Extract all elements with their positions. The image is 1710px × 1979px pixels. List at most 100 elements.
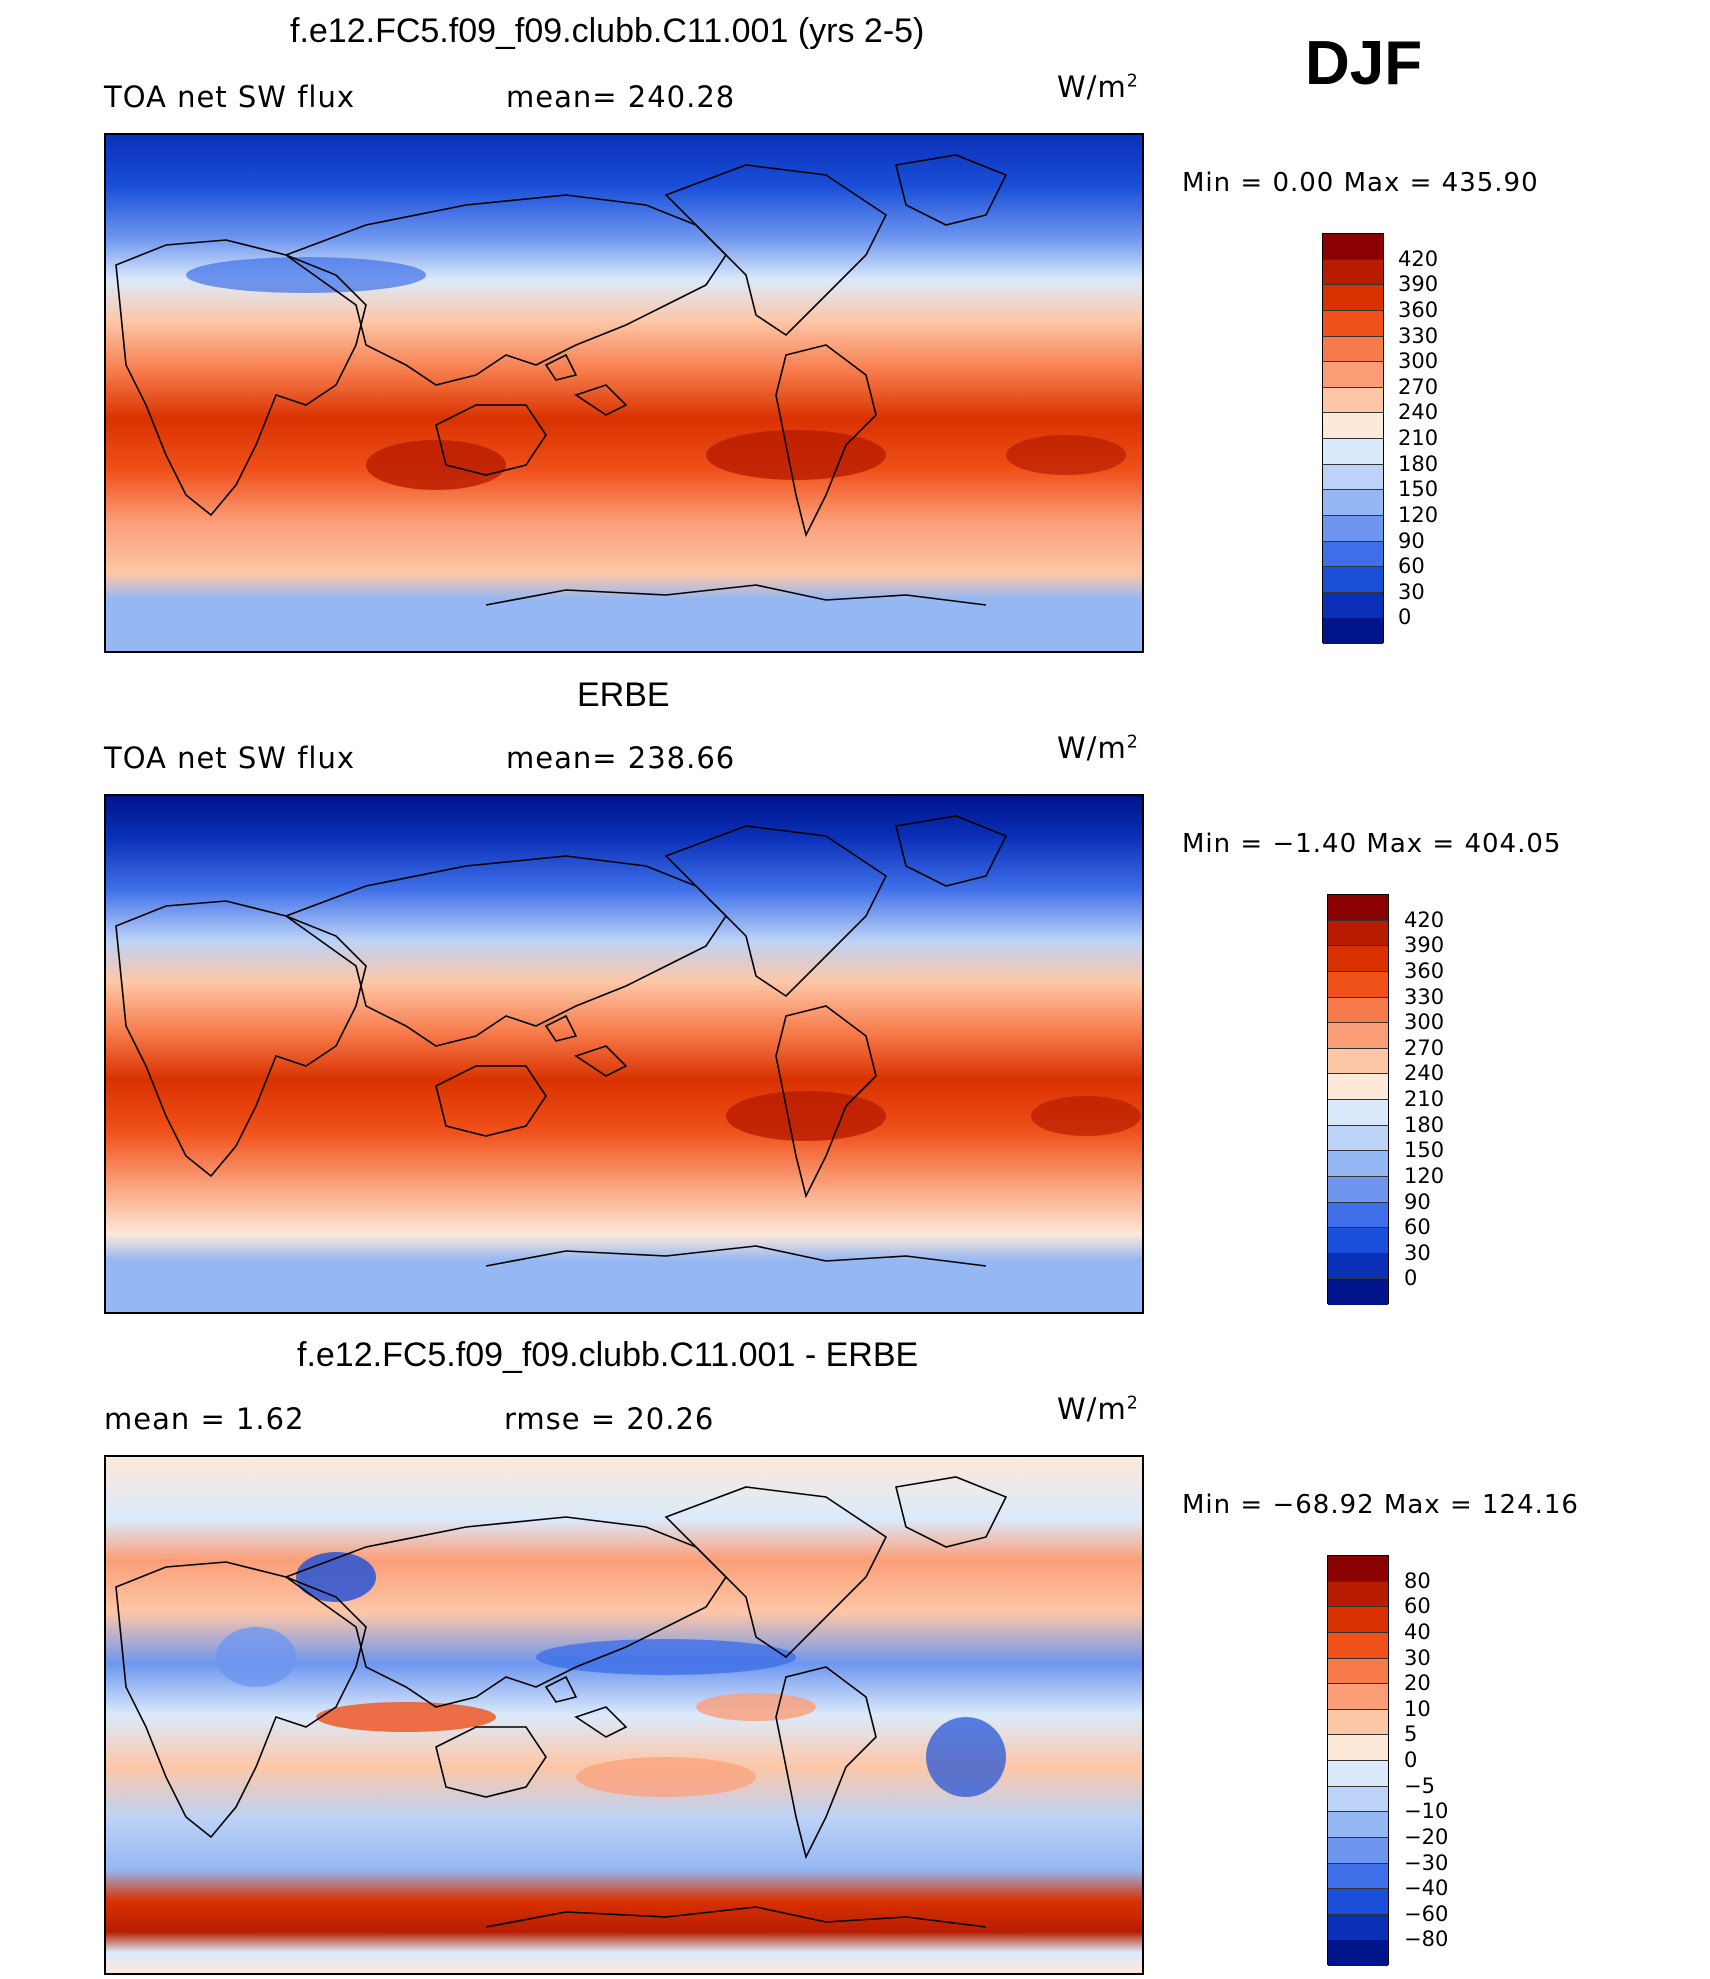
colorbar-segment bbox=[1328, 1709, 1388, 1736]
panel2-title: ERBE bbox=[577, 676, 670, 714]
panel2-map bbox=[104, 794, 1144, 1314]
panel1-units-sup: 2 bbox=[1126, 71, 1139, 92]
colorbar-segment bbox=[1323, 515, 1383, 542]
panel2-units-sup: 2 bbox=[1126, 732, 1139, 753]
colorbar-segment bbox=[1328, 1253, 1388, 1280]
colorbar-segment bbox=[1323, 387, 1383, 414]
colorbar-tick-label: 180 bbox=[1398, 451, 1439, 476]
colorbar-segment bbox=[1323, 413, 1383, 439]
colorbar-segment bbox=[1328, 1812, 1388, 1838]
panel3-units: W/m2 bbox=[1057, 1392, 1139, 1426]
colorbar-tick-label: 270 bbox=[1398, 374, 1439, 399]
panel2-minmax: Min = −1.40 Max = 404.05 bbox=[1182, 829, 1562, 859]
panel1-map-svg bbox=[106, 135, 1142, 651]
colorbar-tick-label: 360 bbox=[1398, 297, 1439, 322]
colorbar-tick-label: 90 bbox=[1398, 528, 1425, 553]
colorbar-tick-label: 270 bbox=[1404, 1035, 1445, 1060]
panel3-minmax: Min = −68.92 Max = 124.16 bbox=[1182, 1490, 1579, 1520]
colorbar-segment bbox=[1328, 1761, 1388, 1787]
colorbar-segment bbox=[1323, 464, 1383, 491]
panel1-units-text: W/m bbox=[1057, 70, 1127, 104]
colorbar-tick-label: 120 bbox=[1398, 502, 1439, 527]
colorbar-tick-label: −40 bbox=[1404, 1876, 1449, 1901]
colorbar-tick-label: 420 bbox=[1398, 246, 1439, 271]
colorbar-segment bbox=[1328, 1632, 1388, 1659]
panel1-minmax: Min = 0.00 Max = 435.90 bbox=[1182, 168, 1539, 198]
colorbar-tick-label: 30 bbox=[1398, 579, 1425, 604]
colorbar-tick-label: 20 bbox=[1404, 1671, 1431, 1696]
panel3-units-text: W/m bbox=[1057, 1392, 1127, 1426]
colorbar-tick-label: 10 bbox=[1404, 1696, 1431, 1721]
colorbar-segment bbox=[1323, 285, 1383, 311]
colorbar-tick-label: 390 bbox=[1398, 272, 1439, 297]
colorbar-segment bbox=[1323, 592, 1383, 619]
panel2-map-svg bbox=[106, 796, 1142, 1312]
colorbar-tick-label: 300 bbox=[1404, 1010, 1445, 1035]
colorbar-tick-label: 240 bbox=[1398, 400, 1439, 425]
colorbar-tick-label: 0 bbox=[1404, 1266, 1418, 1291]
colorbar-segment bbox=[1328, 895, 1388, 921]
colorbar-tick-label: −10 bbox=[1404, 1799, 1449, 1824]
colorbar-segment bbox=[1328, 1048, 1388, 1075]
colorbar-segment bbox=[1323, 362, 1383, 388]
panel1-mean-label: mean= 240.28 bbox=[506, 80, 736, 114]
colorbar-tick-label: 150 bbox=[1404, 1138, 1445, 1163]
colorbar-tick-label: 330 bbox=[1398, 323, 1439, 348]
panel1-units: W/m2 bbox=[1057, 70, 1139, 104]
panel2-units-text: W/m bbox=[1057, 731, 1127, 765]
colorbar-segment bbox=[1328, 1658, 1388, 1685]
colorbar-tick-label: 240 bbox=[1404, 1061, 1445, 1086]
colorbar-segment bbox=[1328, 1202, 1388, 1229]
colorbar-segment bbox=[1323, 336, 1383, 363]
colorbar-segment bbox=[1328, 1837, 1388, 1864]
colorbar-tick-label: 80 bbox=[1404, 1568, 1431, 1593]
colorbar-tick-label: −20 bbox=[1404, 1824, 1449, 1849]
colorbar-tick-label: 300 bbox=[1398, 349, 1439, 374]
colorbar-segment bbox=[1328, 1556, 1388, 1582]
panel3-rmse-label: rmse = 20.26 bbox=[504, 1402, 715, 1436]
panel1-colorbar bbox=[1322, 233, 1384, 644]
colorbar-segment bbox=[1323, 439, 1383, 465]
colorbar-tick-label: −80 bbox=[1404, 1927, 1449, 1952]
panel3-title: f.e12.FC5.f09_f09.clubb.C11.001 - ERBE bbox=[297, 1336, 919, 1374]
colorbar-tick-label: 390 bbox=[1404, 933, 1445, 958]
colorbar-tick-label: −60 bbox=[1404, 1901, 1449, 1926]
colorbar-segment bbox=[1328, 1914, 1388, 1941]
colorbar-segment bbox=[1328, 1607, 1388, 1633]
colorbar-tick-label: 60 bbox=[1404, 1594, 1431, 1619]
colorbar-segment bbox=[1328, 1684, 1388, 1710]
colorbar-segment bbox=[1328, 1176, 1388, 1203]
colorbar-segment bbox=[1328, 1786, 1388, 1813]
colorbar-tick-label: 210 bbox=[1404, 1087, 1445, 1111]
panel1-variable-label: TOA net SW flux bbox=[104, 80, 356, 114]
colorbar-segment bbox=[1328, 1151, 1388, 1177]
colorbar-segment bbox=[1328, 1228, 1388, 1254]
colorbar-segment bbox=[1323, 310, 1383, 337]
colorbar-segment bbox=[1328, 1940, 1388, 1966]
colorbar-segment bbox=[1328, 971, 1388, 998]
colorbar-tick-label: 5 bbox=[1404, 1722, 1418, 1747]
colorbar-tick-label: −30 bbox=[1404, 1850, 1449, 1875]
colorbar-segment bbox=[1328, 997, 1388, 1024]
panel2-colorbar bbox=[1327, 894, 1389, 1305]
colorbar-segment bbox=[1328, 1074, 1388, 1100]
panel1-title: f.e12.FC5.f09_f09.clubb.C11.001 (yrs 2-5… bbox=[290, 12, 925, 50]
panel1-map bbox=[104, 133, 1144, 653]
season-label: DJF bbox=[1305, 29, 1423, 98]
colorbar-tick-label: 360 bbox=[1404, 958, 1445, 983]
colorbar-segment bbox=[1328, 1863, 1388, 1890]
colorbar-tick-label: 330 bbox=[1404, 984, 1445, 1009]
colorbar-segment bbox=[1328, 1023, 1388, 1049]
colorbar-segment bbox=[1328, 1581, 1388, 1608]
colorbar-tick-label: 420 bbox=[1404, 907, 1445, 932]
panel3-map bbox=[104, 1455, 1144, 1975]
colorbar-segment bbox=[1328, 920, 1388, 947]
panel2-units: W/m2 bbox=[1057, 731, 1139, 765]
colorbar-tick-label: 120 bbox=[1404, 1163, 1445, 1188]
panel2-variable-label: TOA net SW flux bbox=[104, 741, 356, 775]
colorbar-tick-label: −5 bbox=[1404, 1773, 1435, 1798]
colorbar-segment bbox=[1323, 541, 1383, 568]
colorbar-tick-label: 30 bbox=[1404, 1240, 1431, 1265]
colorbar-segment bbox=[1328, 1889, 1388, 1915]
colorbar-tick-label: 60 bbox=[1398, 554, 1425, 579]
